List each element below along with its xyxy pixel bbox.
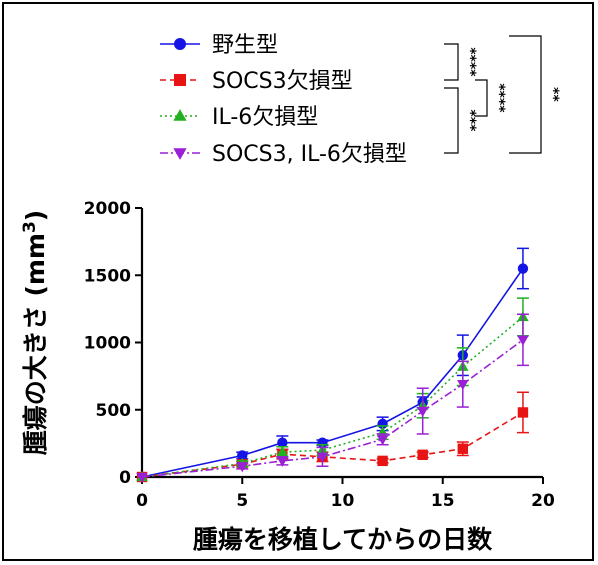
- legend-label: SOCS3, IL-6欠損型: [212, 142, 407, 167]
- y-axis-title: 腫瘍の大きさ (mm3): [20, 210, 50, 456]
- data-point: [457, 443, 468, 454]
- legend-item: SOCS3, IL-6欠損型: [160, 142, 407, 167]
- significance-label: ****: [491, 83, 507, 113]
- series-line: [141, 268, 524, 478]
- ticks: 0 500 1000 1500 2000 0 5 10 15 20: [84, 199, 555, 511]
- legend-item: 野生型: [160, 33, 278, 58]
- series-line: [141, 339, 524, 478]
- data-point: [276, 446, 289, 457]
- legend-label: IL-6欠損型: [212, 105, 318, 130]
- x-tick-label: 5: [236, 491, 248, 511]
- legend: 野生型 SOCS3欠損型 IL-6欠損型 SOCS3, IL-6欠損型: [160, 33, 407, 167]
- y-tick-label: 1000: [84, 334, 131, 354]
- bracket-line: [444, 87, 459, 154]
- significance-brackets: *********** **: [444, 35, 561, 154]
- data-point: [316, 452, 329, 463]
- data-point: [517, 335, 529, 346]
- legend-item: IL-6欠損型: [160, 105, 318, 130]
- x-tick-label: 0: [136, 491, 148, 511]
- significance-label: ***: [462, 110, 478, 133]
- significance-bracket: ****: [475, 79, 507, 117]
- legend-marker: [174, 38, 186, 50]
- y-axis-title-superscript: 3: [20, 221, 40, 233]
- significance-label: ****: [462, 47, 478, 77]
- data-point: [517, 407, 529, 418]
- data-point: [277, 437, 288, 448]
- bracket-line: [444, 43, 459, 81]
- y-tick-label: 500: [96, 401, 132, 421]
- data-point: [236, 462, 248, 473]
- data-point: [376, 435, 389, 446]
- series-group: [136, 391, 529, 483]
- data-point: [237, 450, 248, 461]
- x-tick-label: 15: [431, 491, 455, 511]
- y-axis-title-close: ): [21, 210, 50, 221]
- legend-label: SOCS3欠損型: [212, 69, 353, 94]
- chart-frame: [2, 2, 594, 561]
- series-group: [136, 313, 529, 483]
- data-point: [517, 263, 529, 274]
- data-point: [416, 406, 429, 418]
- significance-bracket: ****: [444, 43, 478, 81]
- significance-bracket: **: [509, 35, 561, 154]
- data-point: [417, 449, 428, 461]
- legend-marker: [173, 148, 187, 160]
- x-tick-label: 10: [331, 491, 355, 511]
- data-point: [276, 456, 289, 467]
- legend-item: SOCS3欠損型: [160, 69, 353, 94]
- legend-label: 野生型: [212, 33, 278, 58]
- legend-marker: [174, 74, 186, 86]
- significance-bracket: ***: [444, 87, 478, 154]
- data-point: [457, 380, 469, 391]
- y-tick-label: 0: [119, 468, 131, 488]
- series-line: [141, 411, 524, 478]
- series-line: [141, 316, 524, 478]
- x-tick-label: 20: [531, 491, 555, 511]
- y-tick-label: 1500: [84, 266, 131, 286]
- data-point: [377, 455, 388, 467]
- legend-marker: [173, 109, 187, 121]
- bracket-line: [509, 35, 542, 154]
- y-axis-title-main: 腫瘍の大きさ (mm: [21, 233, 50, 455]
- bracket-line: [475, 79, 488, 117]
- series-layer: [136, 247, 529, 483]
- data-point: [136, 472, 148, 483]
- x-axis-title: 腫瘍を移植してからの日数: [193, 525, 493, 554]
- y-tick-label: 2000: [84, 199, 131, 219]
- significance-label: **: [545, 87, 561, 102]
- series-group: [136, 247, 529, 483]
